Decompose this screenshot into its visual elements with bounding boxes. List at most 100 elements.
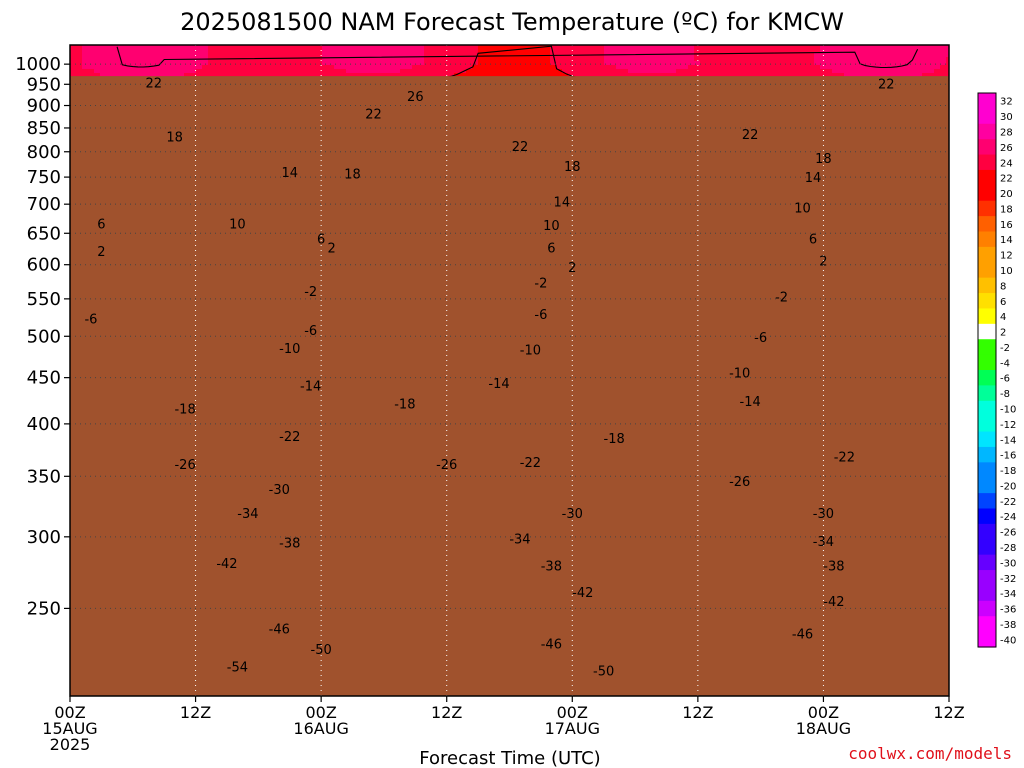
temperature-cell — [88, 61, 95, 66]
temperature-cell — [82, 57, 89, 62]
temperature-cell — [250, 57, 257, 62]
temperature-cell — [220, 45, 227, 50]
temperature-cell — [100, 53, 107, 58]
temperature-cell — [244, 73, 251, 78]
temperature-cell — [160, 57, 167, 62]
temperature-cell — [130, 45, 137, 50]
temperature-cell — [136, 57, 143, 62]
temperature-cell — [244, 45, 251, 50]
temperature-cell — [82, 73, 89, 78]
temperature-cell — [136, 73, 143, 78]
temperature-cell — [154, 61, 161, 66]
temperature-cell — [214, 69, 221, 74]
temperature-cell — [100, 45, 107, 50]
temperature-cell — [82, 65, 89, 70]
temperature-cell — [208, 69, 215, 74]
temperature-cell — [208, 49, 215, 54]
temperature-cell — [124, 73, 131, 78]
temperature-cell — [238, 57, 245, 62]
temperature-cell — [100, 73, 107, 78]
temperature-cell — [184, 69, 191, 74]
temperature-cell — [226, 69, 233, 74]
temperature-cell — [106, 65, 113, 70]
temperature-cell — [118, 49, 125, 54]
temperature-cell — [142, 45, 149, 50]
temperature-cell — [130, 69, 137, 74]
temperature-cell — [154, 57, 161, 62]
temperature-cell — [70, 69, 77, 74]
temperature-cell — [196, 65, 203, 70]
temperature-cell — [244, 61, 251, 66]
temperature-cell — [172, 73, 179, 78]
temperature-cell — [148, 69, 155, 74]
temperature-cell — [190, 45, 197, 50]
temperature-cell — [82, 61, 89, 66]
temperature-cell — [142, 73, 149, 78]
temperature-cell — [196, 45, 203, 50]
temperature-cell — [250, 73, 257, 78]
temperature-cell — [184, 45, 191, 50]
temperature-cell — [148, 49, 155, 54]
temperature-cell — [118, 73, 125, 78]
temperature-cell — [166, 65, 173, 70]
temperature-cell — [154, 69, 161, 74]
temperature-cell — [112, 49, 119, 54]
temperature-cell — [148, 73, 155, 78]
plot-area: -54-50-50-46-46-46-42-42-42-38-38 -38-34-… — [70, 45, 949, 696]
temperature-cell — [142, 53, 149, 58]
temperature-cell — [160, 73, 167, 78]
temperature-cell — [94, 65, 101, 70]
temperature-cell — [118, 61, 125, 66]
temperature-cell — [136, 69, 143, 74]
temperature-cell — [70, 57, 77, 62]
temperature-cell — [88, 49, 95, 54]
temperature-cell — [76, 57, 83, 62]
temperature-cell — [136, 49, 143, 54]
temperature-cell — [220, 73, 227, 78]
temperature-cell — [82, 49, 89, 54]
temperature-cell — [232, 49, 239, 54]
temperature-cell — [178, 45, 185, 50]
temperature-cell — [118, 65, 125, 70]
temperature-cell — [100, 61, 107, 66]
temperature-cell — [238, 65, 245, 70]
temperature-cell — [202, 45, 209, 50]
temperature-cell — [94, 61, 101, 66]
temperature-cell — [244, 49, 251, 54]
temperature-cell — [148, 61, 155, 66]
temperature-cell — [232, 45, 239, 50]
temperature-cell — [154, 49, 161, 54]
temperature-cell — [76, 45, 83, 50]
temperature-cell — [124, 53, 131, 58]
temperature-cell — [232, 53, 239, 58]
temperature-cell — [196, 53, 203, 58]
temperature-cell — [130, 57, 137, 62]
temperature-cell — [106, 45, 113, 50]
temperature-cell — [166, 61, 173, 66]
temperature-cell — [112, 53, 119, 58]
temperature-cell — [190, 73, 197, 78]
temperature-cell — [214, 45, 221, 50]
temperature-cell — [160, 49, 167, 54]
temperature-cell — [76, 73, 83, 78]
temperature-cell — [136, 53, 143, 58]
temperature-cell — [112, 69, 119, 74]
temperature-cell — [88, 69, 95, 74]
temperature-cell — [220, 49, 227, 54]
temperature-cell — [148, 65, 155, 70]
temperature-cell — [172, 53, 179, 58]
temperature-cell — [166, 53, 173, 58]
temperature-cell — [160, 61, 167, 66]
temperature-cell — [94, 73, 101, 78]
temperature-cell — [88, 57, 95, 62]
temperature-cell — [220, 69, 227, 74]
temperature-cell — [142, 61, 149, 66]
temperature-cell — [76, 65, 83, 70]
temperature-cell — [196, 49, 203, 54]
temperature-cell — [250, 69, 257, 74]
temperature-cell — [214, 61, 221, 66]
temperature-cell — [226, 73, 233, 78]
temperature-cell — [184, 65, 191, 70]
temperature-cell — [178, 69, 185, 74]
temperature-cell — [124, 49, 131, 54]
